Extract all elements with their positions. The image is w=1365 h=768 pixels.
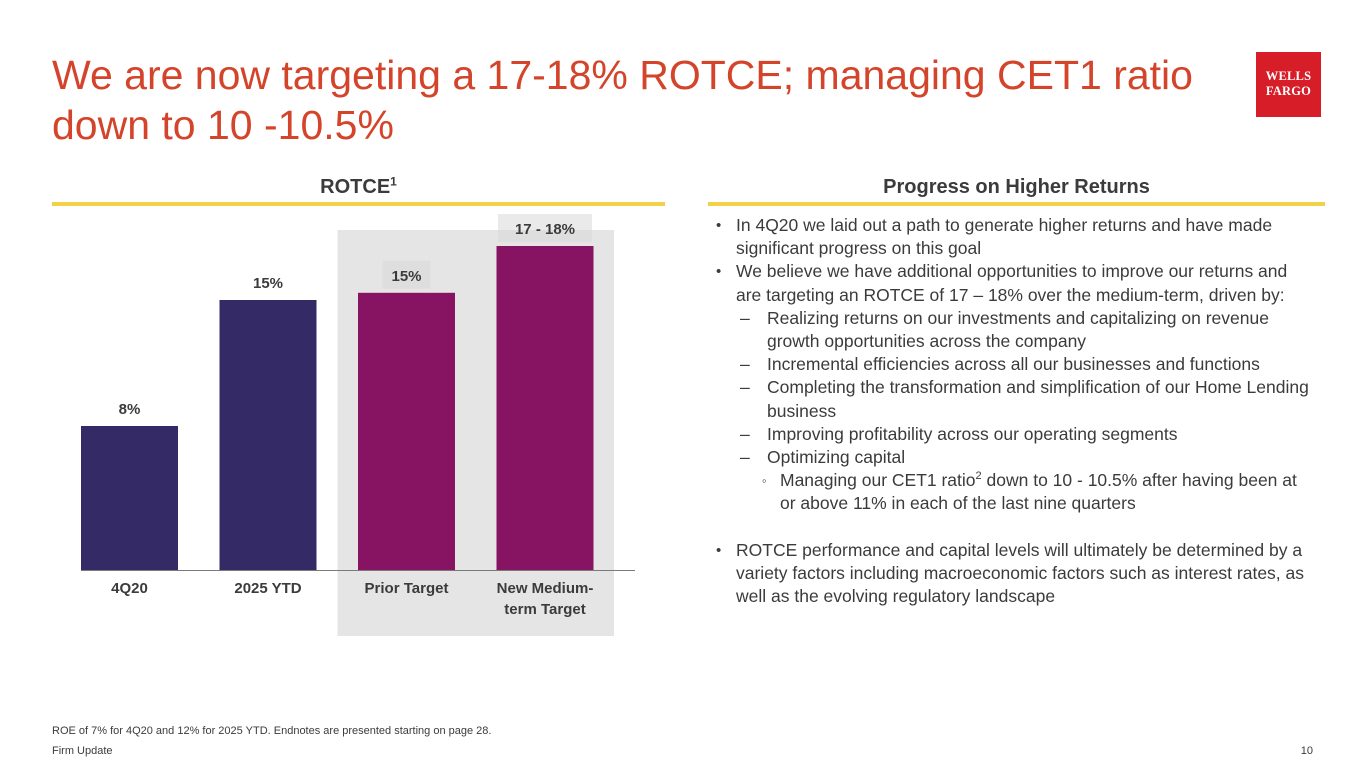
bullet-marker: ◦: [762, 473, 767, 489]
category-label: term Target: [504, 601, 585, 618]
rotce-heading-text: ROTCE: [320, 176, 391, 198]
bullet-marker: •: [716, 263, 722, 281]
endnote-superscript: 2: [975, 470, 982, 483]
footer-section-label: Firm Update: [52, 745, 113, 757]
slide-title: We are now targeting a 17-18% ROTCE; man…: [52, 52, 1193, 148]
footnote: ROE of 7% for 4Q20 and 12% for 2025 YTD.…: [52, 725, 492, 737]
bar-new-medium-term-target: [496, 246, 594, 570]
bullet-text: Managing our CET1 ratio2 down to 10 - 10…: [780, 470, 1297, 514]
bullet-marker: •: [716, 217, 722, 234]
bullet-text: Improving profitability across our opera…: [767, 423, 1178, 444]
bullet-text: Incremental efficiencies across all our …: [767, 354, 1260, 375]
data-label-background: [382, 260, 431, 289]
rotce-chart-heading: ROTCE1: [52, 174, 665, 206]
bullet-text: ROTCE performance and capital levels wil…: [736, 539, 1305, 607]
wells-fargo-logo: WELLS FARGO: [1256, 52, 1321, 117]
bullet-text: Completing the transformation and simpli…: [767, 377, 1309, 421]
logo-line-1: WELLS: [1265, 69, 1312, 83]
rotce-bar-chart: 8% 4Q20 15% 2025 YTD 15% Prior Target 17 - 18%…: [81, 214, 635, 636]
bullet-item-level-3: ◦ Managing our CET1 ratio2 down to 10 - 1…: [716, 469, 1316, 515]
data-label: 15%: [253, 275, 283, 292]
bullet-item-level-1: • ROTCE performance and capital levels wi…: [716, 539, 1316, 609]
data-label-background: [498, 214, 592, 242]
bar-prior-target: [358, 292, 455, 570]
bullet-text: We believe we have additional opportunit…: [736, 261, 1288, 305]
bullet-item-level-2: – Completing the transformation and simpl…: [716, 376, 1316, 422]
data-label: 8%: [119, 401, 141, 418]
bullet-text: In 4Q20 we laid out a path to generate h…: [736, 215, 1273, 259]
bar-2025-ytd: [219, 300, 317, 570]
bullet-item-level-2: – Incremental efficiencies across all our…: [716, 353, 1316, 376]
category-label: 2025 YTD: [234, 580, 301, 597]
bullet-item-level-2: – Realizing returns on our investments an…: [716, 307, 1316, 353]
data-label: 17 - 18%: [515, 221, 575, 238]
bullet-marker: –: [740, 447, 750, 468]
bullet-text: Realizing returns on our investments and…: [767, 307, 1269, 352]
bullet-item-level-1: • We believe we have additional opportuni…: [716, 260, 1316, 306]
bullet-marker: –: [740, 307, 750, 328]
bullet-spacer: [716, 516, 1316, 539]
bullet-text: Optimizing capital: [767, 447, 906, 468]
data-label: 15%: [391, 268, 421, 285]
bullet-item-level-1: • In 4Q20 we laid out a path to generate …: [716, 214, 1316, 260]
bullet-marker: •: [716, 541, 722, 559]
bullet-marker: –: [740, 354, 750, 375]
logo-line-2: FARGO: [1265, 84, 1312, 98]
bullet-marker: –: [740, 377, 750, 398]
bullet-item-level-2: – Improving profitability across our oper…: [716, 423, 1316, 446]
page-number: 10: [1300, 745, 1313, 757]
category-label: New Medium-: [497, 580, 594, 597]
bar-4q20: [81, 426, 178, 570]
category-label: 4Q20: [111, 580, 148, 597]
progress-bullet-list: • In 4Q20 we laid out a path to generate …: [716, 214, 1316, 608]
category-label: Prior Target: [365, 580, 449, 597]
rotce-heading-endnote: 1: [390, 174, 397, 189]
progress-heading: Progress on Higher Returns: [708, 176, 1325, 206]
bullet-item-level-2: – Optimizing capital: [716, 446, 1316, 469]
bullet-marker: –: [740, 423, 750, 444]
